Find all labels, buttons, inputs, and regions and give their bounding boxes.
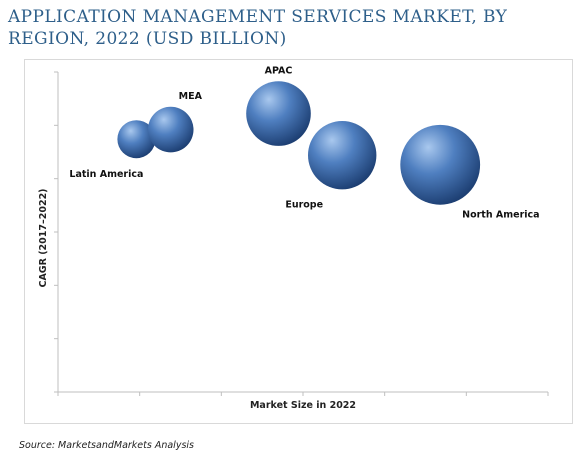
bubble-label-mea: MEA: [179, 91, 203, 102]
bubble-mea: [147, 106, 194, 153]
bubble-label-apac: APAC: [265, 65, 293, 76]
bubble-label-latin-america: Latin America: [69, 169, 143, 180]
bubble-north-america: [400, 124, 481, 205]
bubble-label-europe: Europe: [285, 199, 323, 210]
page-title: APPLICATION MANAGEMENT SERVICES MARKET, …: [8, 7, 508, 49]
bubble-apac: [246, 81, 311, 146]
x-axis-label: Market Size in 2022: [250, 400, 356, 411]
bubbles-layer: Latin America MEA APAC Europe North America: [69, 65, 539, 220]
source-note: Source: MarketsandMarkets Analysis: [19, 440, 194, 451]
axes: [54, 71, 549, 396]
y-axis-label: CAGR (2017–2022): [38, 188, 49, 287]
bubble-europe: [308, 121, 377, 190]
bubble-latin-america: [117, 120, 156, 159]
bubble-label-north-america: North America: [462, 210, 539, 221]
chart-frame: [24, 59, 573, 424]
